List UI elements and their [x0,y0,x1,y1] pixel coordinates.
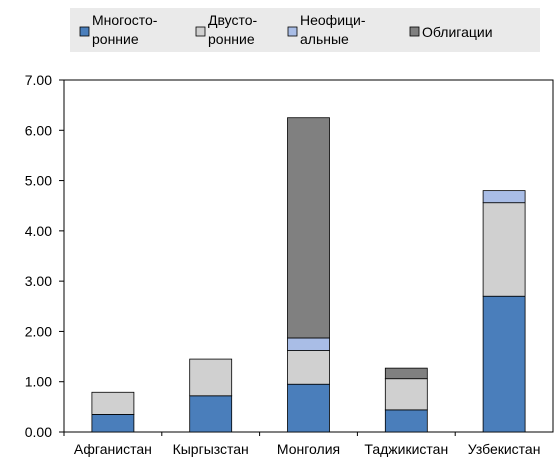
legend-swatch [409,26,420,37]
y-tick-label: 0.00 [25,424,52,440]
legend-label: альные [300,31,349,47]
bar-segment-1 [482,295,526,433]
legend-label: Облигации [422,24,493,40]
legend-label: Многосто- [92,12,158,28]
bar-segment-1 [287,383,330,433]
bar-segment-4 [384,367,428,380]
bar-segment-1 [384,409,428,433]
legend-swatch [79,26,90,37]
x-axis: Афганистан Кыргызстан Монголия Таджикистан У… [63,432,541,457]
bar-segment-1 [91,413,135,433]
y-tick-label: 6.00 [25,122,52,138]
legend-swatch [287,26,298,37]
y-axis: 0.00 1.00 2.00 3.00 4.00 5.00 6.00 7.00 [25,72,64,440]
bar-segment-3 [482,190,526,204]
x-category-label: Таджикистан [364,441,448,457]
legend-label: Неофици- [300,12,366,28]
legend-label: ронние [92,31,139,47]
legend-background [70,8,540,52]
y-tick-label: 3.00 [25,273,52,289]
legend: Многосто-ронние Двусто-ронние Неофици-альн… [70,8,540,52]
bar-segment-2 [287,350,330,385]
x-category-label: Монголия [277,441,340,457]
y-tick-label: 5.00 [25,173,52,189]
bar-segment-2 [91,391,135,415]
x-category-label: Афганистан [74,441,152,457]
y-tick-label: 2.00 [25,323,52,339]
bar-segment-2 [482,202,526,297]
y-tick-label: 1.00 [25,374,52,390]
bar-segment-2 [189,358,233,397]
legend-label: ронние [208,31,255,47]
plot-area [63,79,554,433]
bar-segment-3 [287,337,330,351]
y-tick-label: 4.00 [25,223,52,239]
y-tick-label: 7.00 [25,72,52,88]
x-category-label: Кыргызстан [173,441,249,457]
x-category-label: Узбекистан [468,441,541,457]
legend-label: Двусто- [208,12,257,28]
bar-segment-2 [384,378,428,411]
bar-segment-1 [189,395,233,433]
bar-segment-4 [287,117,330,339]
legend-swatch [195,26,206,37]
